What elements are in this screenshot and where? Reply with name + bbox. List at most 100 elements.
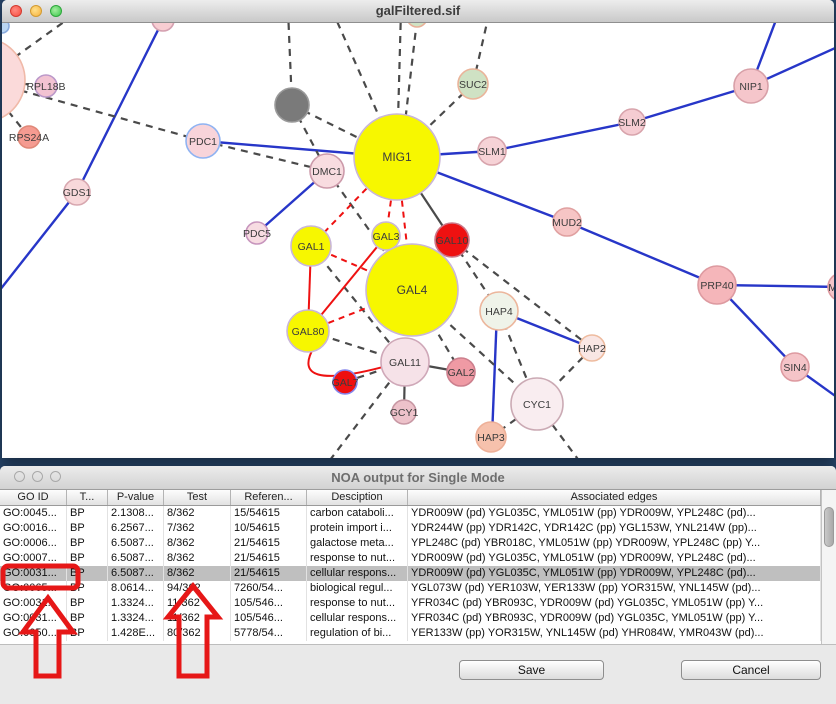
table-cell: 6.5087... xyxy=(108,551,164,566)
table-cell: GO:0031... xyxy=(0,611,67,626)
table-cell: regulation of bi... xyxy=(307,626,408,641)
table-cell: 5778/54... xyxy=(231,626,307,641)
table-cell: BP xyxy=(67,566,108,581)
table-cell: 8.0614... xyxy=(108,581,164,596)
node-mud2[interactable]: MUD2 xyxy=(552,207,582,237)
table-row[interactable]: GO:0031... BP 1.3324... 11/362 105/546... res… xyxy=(0,596,821,611)
results-table: GO ID T... P-value Test Referen... Desciption… xyxy=(0,490,836,645)
edge xyxy=(490,310,499,438)
close-button[interactable] xyxy=(10,5,22,17)
node-gal11[interactable]: GAL11 xyxy=(380,337,430,387)
minimize-button[interactable] xyxy=(30,5,42,17)
column-header[interactable]: Test xyxy=(164,490,231,505)
column-header[interactable]: Associated edges xyxy=(408,490,821,505)
node-gal4[interactable]: GAL4 xyxy=(365,243,459,337)
table-cell: GO:0031... xyxy=(0,596,67,611)
table-cell: 8/362 xyxy=(164,551,231,566)
column-header[interactable]: P-value xyxy=(108,490,164,505)
node-gal1[interactable]: GAL1 xyxy=(290,225,332,267)
table-cell: carbon cataboli... xyxy=(307,506,408,521)
node-gal80[interactable]: GAL80 xyxy=(286,309,330,353)
edge xyxy=(566,220,718,287)
close-button[interactable] xyxy=(14,471,25,482)
node-gcy1[interactable]: GCY1 xyxy=(390,399,419,425)
edge xyxy=(716,283,834,289)
minimize-button[interactable] xyxy=(32,471,43,482)
node-unlabeled[interactable] xyxy=(2,38,26,122)
edge xyxy=(490,403,538,438)
table-cell: YFR034C (pd) YBR093C, YDR009W (pd) YGL03… xyxy=(408,611,821,626)
node-unlabeled[interactable] xyxy=(2,23,10,34)
node-dmc1[interactable]: DMC1 xyxy=(309,153,345,189)
node-cyc1[interactable]: CYC1 xyxy=(510,377,564,431)
table-cell: 2.1308... xyxy=(108,506,164,521)
column-header[interactable]: GO ID xyxy=(0,490,67,505)
column-header[interactable]: Desciption xyxy=(307,490,408,505)
node-gal7[interactable]: GAL7 xyxy=(332,369,359,395)
table-row[interactable]: GO:0031... BP 6.5087... 8/362 21/54615 cellul… xyxy=(0,566,821,581)
table-row[interactable]: GO:0007... BP 6.5087... 8/362 21/54615 respon… xyxy=(0,551,821,566)
noa-titlebar[interactable]: NOA output for Single Mode xyxy=(0,466,836,490)
column-header[interactable]: Referen... xyxy=(231,490,307,505)
table-cell: 21/54615 xyxy=(231,536,307,551)
node-unlabeled[interactable] xyxy=(151,23,175,32)
table-row[interactable]: GO:0050... BP 1.428E... 80/362 5778/54... reg… xyxy=(0,626,821,641)
inactive-window-controls xyxy=(14,471,61,482)
node-suc2[interactable]: SUC2 xyxy=(457,68,489,100)
table-cell: GO:0006... xyxy=(0,536,67,551)
table-row[interactable]: GO:0045... BP 2.1308... 8/362 15/54615 carbon… xyxy=(0,506,821,521)
node-slm2[interactable]: SLM2 xyxy=(618,108,646,136)
node-rpl18b[interactable]: RPL18B xyxy=(26,74,66,98)
edge xyxy=(491,120,633,153)
table-cell: 6.2567... xyxy=(108,521,164,536)
table-cell: 80/362 xyxy=(164,626,231,641)
node-nip1[interactable]: NIP1 xyxy=(733,68,769,104)
table-cell: BP xyxy=(67,581,108,596)
network-window-title: galFiltered.sif xyxy=(375,3,461,18)
node-prp40[interactable]: PRP40 xyxy=(697,265,737,305)
column-header[interactable]: T... xyxy=(67,490,108,505)
node-gal2[interactable]: GAL2 xyxy=(446,357,476,387)
node-pdc1[interactable]: PDC1 xyxy=(185,123,221,159)
table-cell: 105/546... xyxy=(231,596,307,611)
node-hap2[interactable]: HAP2 xyxy=(578,334,606,362)
table-cell: 94/362 xyxy=(164,581,231,596)
scrollbar-thumb[interactable] xyxy=(824,507,834,547)
table-cell: GO:0031... xyxy=(0,566,67,581)
node-mig1[interactable]: MIG1 xyxy=(353,113,441,201)
node-slm1[interactable]: SLM1 xyxy=(477,136,507,166)
node-msl1[interactable]: MSL1 xyxy=(827,273,834,301)
node-gal3[interactable]: GAL3 xyxy=(371,221,401,251)
table-cell: YFR034C (pd) YBR093C, YDR009W (pd) YGL03… xyxy=(408,596,821,611)
table-cell: YDR244W (pp) YDR142C, YDR142C (pp) YGL15… xyxy=(408,521,821,536)
node-rps24a[interactable]: RPS24A xyxy=(9,125,49,149)
table-cell: biological regul... xyxy=(307,581,408,596)
node-unlabeled[interactable] xyxy=(407,23,427,28)
table-cell: GO:0065... xyxy=(0,581,67,596)
table-row[interactable]: GO:0016... BP 6.2567... 7/362 10/54615 protei… xyxy=(0,521,821,536)
edge xyxy=(202,139,328,173)
table-cell: BP xyxy=(67,596,108,611)
node-gal10[interactable]: GAL10 xyxy=(434,222,470,258)
node-hap3[interactable]: HAP3 xyxy=(475,421,507,453)
node-sin4[interactable]: SIN4 xyxy=(780,352,810,382)
table-row[interactable]: GO:0065... BP 8.0614... 94/362 7260/54... bio… xyxy=(0,581,821,596)
zoom-button[interactable] xyxy=(50,471,61,482)
vertical-scrollbar[interactable] xyxy=(821,490,836,644)
table-row[interactable]: GO:0006... BP 6.5087... 8/362 21/54615 galact… xyxy=(0,536,821,551)
save-button[interactable]: Save xyxy=(459,660,604,680)
node-hap4[interactable]: HAP4 xyxy=(479,291,519,331)
table-cell: GO:0007... xyxy=(0,551,67,566)
table-row[interactable]: GO:0031... BP 1.3324... 11/362 105/546... cel… xyxy=(0,611,821,626)
node-gds1[interactable]: GDS1 xyxy=(63,178,92,206)
zoom-button[interactable] xyxy=(50,5,62,17)
table-cell: cellular respons... xyxy=(307,566,408,581)
table-cell: 1.428E... xyxy=(108,626,164,641)
cancel-button[interactable]: Cancel xyxy=(681,660,821,680)
network-window: galFiltered.sif RPL18B RPS24A GDS1 PDC1 DMC1… xyxy=(2,0,834,458)
network-titlebar[interactable]: galFiltered.sif xyxy=(2,0,834,23)
table-cell: BP xyxy=(67,521,108,536)
node-unlabeled[interactable] xyxy=(274,87,310,123)
table-cell: BP xyxy=(67,626,108,641)
